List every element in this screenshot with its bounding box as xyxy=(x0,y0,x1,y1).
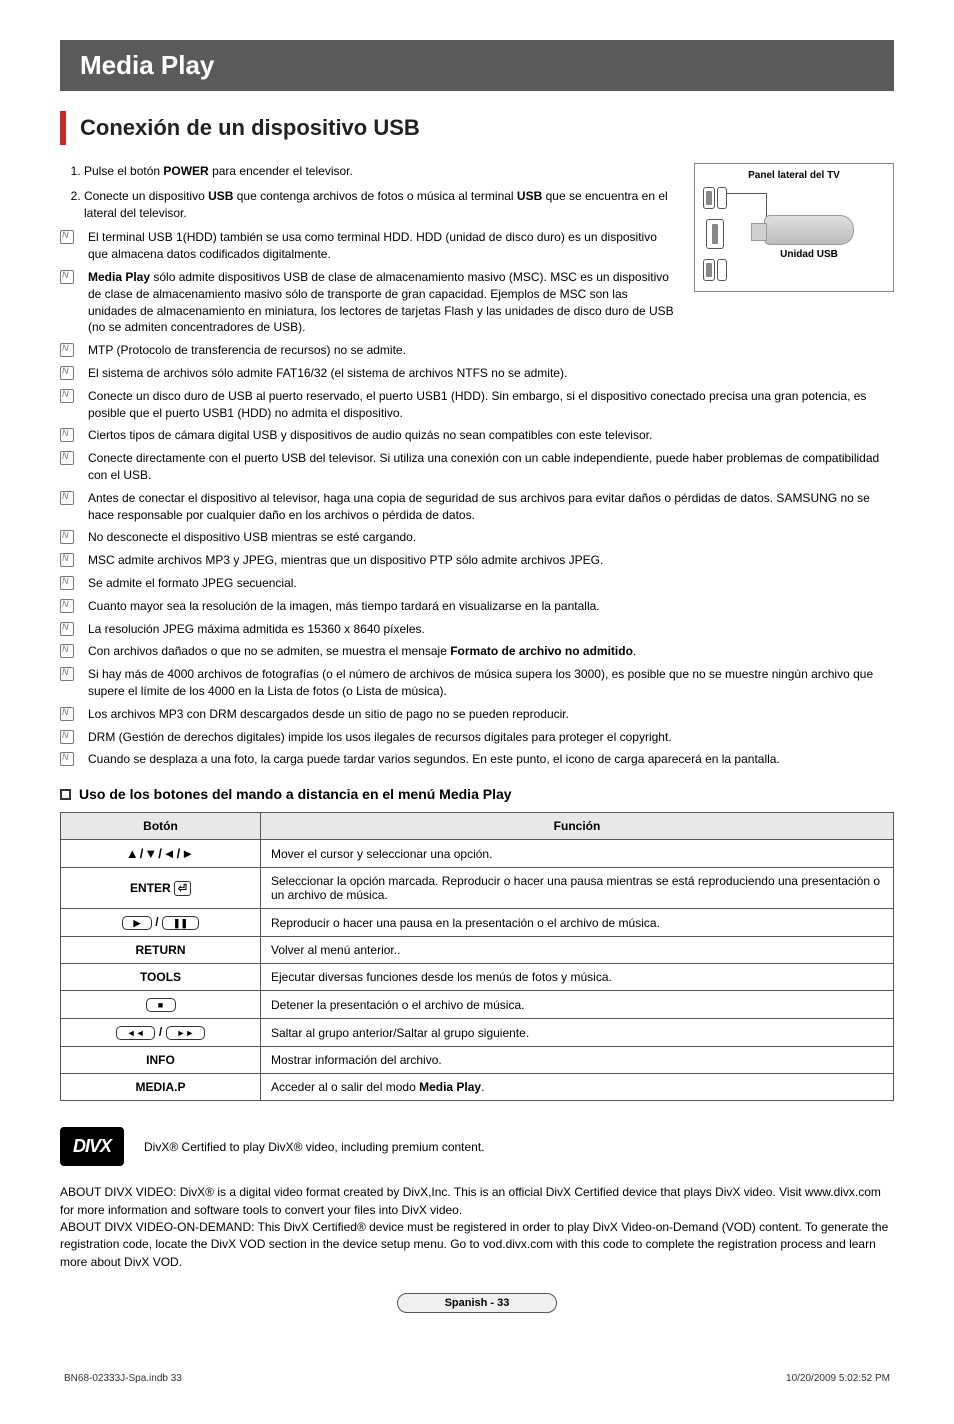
panel-ports xyxy=(703,187,727,281)
function-cell: Mostrar información del archivo. xyxy=(261,1047,894,1074)
button-cell: ENTER⏎ xyxy=(61,868,261,909)
document-page: Media Play Conexión de un dispositivo US… xyxy=(0,40,954,1384)
function-cell: Saltar al grupo anterior/Saltar al grupo… xyxy=(261,1019,894,1047)
note-item: El sistema de archivos sólo admite FAT16… xyxy=(78,365,894,382)
table-row: ▶ / ❚❚Reproducir o hacer una pausa en la… xyxy=(61,909,894,937)
step-item: Pulse el botón POWER para encender el te… xyxy=(84,163,676,180)
section-heading-text: Conexión de un dispositivo USB xyxy=(80,111,420,145)
function-cell: Mover el cursor y seleccionar una opción… xyxy=(261,840,894,868)
step-item: Conecte un dispositivo USB que contenga … xyxy=(84,188,676,222)
button-cell: MEDIA.P xyxy=(61,1074,261,1101)
note-item: MTP (Protocolo de transferencia de recur… xyxy=(78,342,894,359)
function-cell: Acceder al o salir del modo Media Play. xyxy=(261,1074,894,1101)
divx-logo-text: DIVX xyxy=(73,1136,111,1156)
panel-label: Panel lateral del TV xyxy=(703,170,885,181)
section-heading: Conexión de un dispositivo USB xyxy=(60,111,894,145)
side-column: Panel lateral del TV xyxy=(694,163,894,292)
note-item: La resolución JPEG máxima admitida es 15… xyxy=(78,621,894,638)
usb-stick-label: Unidad USB xyxy=(780,249,838,260)
sub-heading-text: Uso de los botones del mando a distancia… xyxy=(79,786,512,802)
table-row: INFOMostrar información del archivo. xyxy=(61,1047,894,1074)
table-row: ▲/▼/◄/►Mover el cursor y seleccionar una… xyxy=(61,840,894,868)
note-item: El terminal USB 1(HDD) también se usa co… xyxy=(78,229,676,263)
button-cell: ▶ / ❚❚ xyxy=(61,909,261,937)
print-timestamp: 10/20/2009 5:02:52 PM xyxy=(786,1373,890,1384)
note-item: Media Play sólo admite dispositivos USB … xyxy=(78,269,676,336)
hdmi-port-icon xyxy=(706,219,724,249)
divx-cert-text: DivX® Certified to play DivX® video, inc… xyxy=(144,1140,485,1154)
note-item: Conecte directamente con el puerto USB d… xyxy=(78,450,894,484)
button-cell: TOOLS xyxy=(61,964,261,991)
button-cell: ▲/▼/◄/► xyxy=(61,840,261,868)
function-cell: Reproducir o hacer una pausa en la prese… xyxy=(261,909,894,937)
page-number-pill: Spanish - 33 xyxy=(397,1293,557,1313)
notes-list-rest: MTP (Protocolo de transferencia de recur… xyxy=(60,342,894,768)
note-item: Conecte un disco duro de USB al puerto r… xyxy=(78,388,894,422)
note-item: Los archivos MP3 con DRM descargados des… xyxy=(78,706,894,723)
button-cell: ◄◄ / ►► xyxy=(61,1019,261,1047)
page-title-bar: Media Play xyxy=(60,40,894,91)
page-title: Media Play xyxy=(80,50,214,80)
function-cell: Detener la presentación o el archivo de … xyxy=(261,991,894,1019)
divx-logo-icon: DIVX xyxy=(60,1127,124,1166)
button-cell: ■ xyxy=(61,991,261,1019)
usb-port-2-icon xyxy=(703,259,727,281)
col-header-function: Función xyxy=(261,813,894,840)
function-cell: Volver al menú anterior.. xyxy=(261,937,894,964)
note-item: DRM (Gestión de derechos digitales) impi… xyxy=(78,729,894,746)
note-item: Cuanto mayor sea la resolución de la ima… xyxy=(78,598,894,615)
sub-heading: Uso de los botones del mando a distancia… xyxy=(60,786,894,802)
usb-port-icon xyxy=(703,187,727,209)
note-item: Cuando se desplaza a una foto, la carga … xyxy=(78,751,894,768)
table-row: ◄◄ / ►►Saltar al grupo anterior/Saltar a… xyxy=(61,1019,894,1047)
col-header-button: Botón xyxy=(61,813,261,840)
usb-stick-diagram: Unidad USB xyxy=(733,215,885,260)
note-item: No desconecte el dispositivo USB mientra… xyxy=(78,529,894,546)
content-row: Pulse el botón POWER para encender el te… xyxy=(60,163,894,342)
note-item: Se admite el formato JPEG secuencial. xyxy=(78,575,894,592)
note-item: Con archivos dañados o que no se admiten… xyxy=(78,643,894,660)
page-number-text: Spanish - 33 xyxy=(445,1297,510,1309)
notes-list-top: El terminal USB 1(HDD) también se usa co… xyxy=(60,229,676,336)
main-column: Pulse el botón POWER para encender el te… xyxy=(60,163,676,342)
accent-bar xyxy=(60,111,66,145)
divx-about-block: ABOUT DIVX VIDEO: DivX® is a digital vid… xyxy=(60,1184,894,1271)
note-item: Ciertos tipos de cámara digital USB y di… xyxy=(78,427,894,444)
note-item: Si hay más de 4000 archivos de fotografí… xyxy=(78,666,894,700)
divx-row: DIVX DivX® Certified to play DivX® video… xyxy=(60,1127,894,1166)
doc-ref: BN68-02333J-Spa.indb 33 xyxy=(64,1373,182,1384)
note-item: Antes de conectar el dispositivo al tele… xyxy=(78,490,894,524)
note-item: MSC admite archivos MP3 y JPEG, mientras… xyxy=(78,552,894,569)
usb-stick-icon xyxy=(764,215,854,245)
button-cell: RETURN xyxy=(61,937,261,964)
page-footer-meta: BN68-02333J-Spa.indb 33 10/20/2009 5:02:… xyxy=(60,1373,894,1384)
table-row: TOOLSEjecutar diversas funciones desde l… xyxy=(61,964,894,991)
table-row: RETURNVolver al menú anterior.. xyxy=(61,937,894,964)
button-cell: INFO xyxy=(61,1047,261,1074)
button-function-table: Botón Función ▲/▼/◄/►Mover el cursor y s… xyxy=(60,812,894,1101)
table-header-row: Botón Función xyxy=(61,813,894,840)
tv-panel-diagram: Panel lateral del TV xyxy=(694,163,894,292)
function-cell: Seleccionar la opción marcada. Reproduci… xyxy=(261,868,894,909)
table-row: ENTER⏎Seleccionar la opción marcada. Rep… xyxy=(61,868,894,909)
square-bullet-icon xyxy=(60,789,71,800)
table-row: MEDIA.PAcceder al o salir del modo Media… xyxy=(61,1074,894,1101)
steps-list: Pulse el botón POWER para encender el te… xyxy=(60,163,676,221)
table-row: ■Detener la presentación o el archivo de… xyxy=(61,991,894,1019)
function-cell: Ejecutar diversas funciones desde los me… xyxy=(261,964,894,991)
